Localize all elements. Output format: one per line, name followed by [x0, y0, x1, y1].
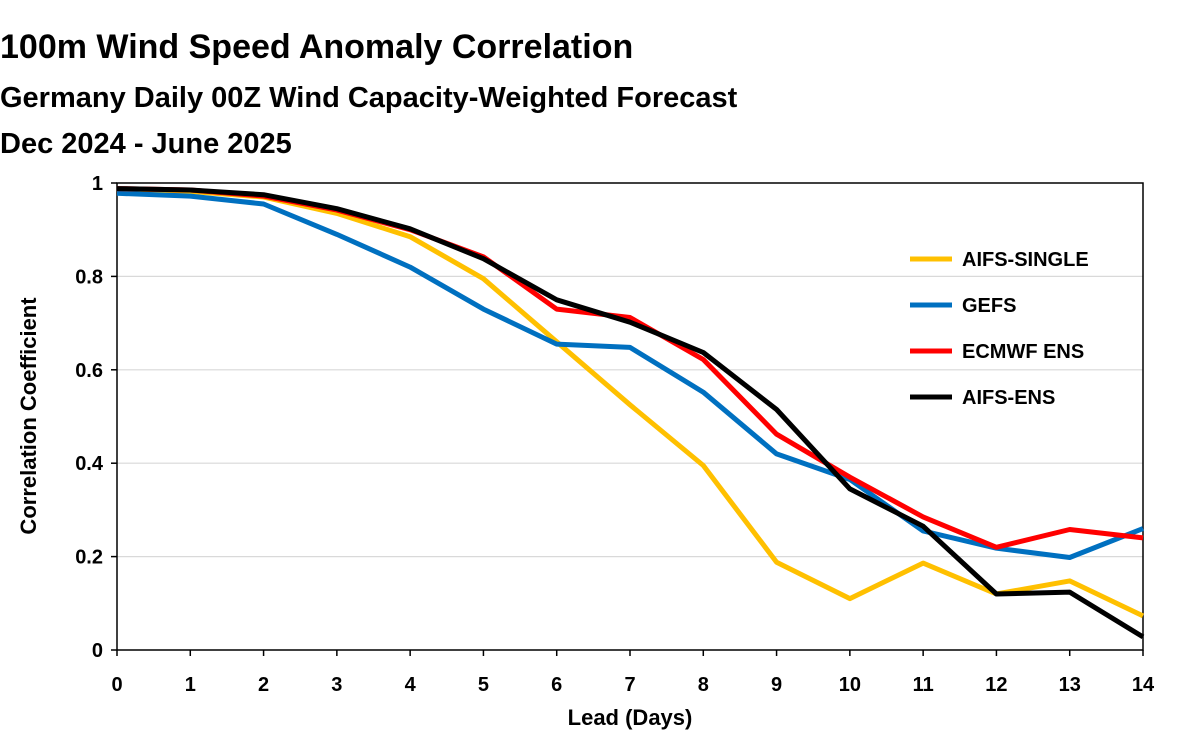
x-tick-label: 11 — [913, 674, 934, 696]
x-tick-label: 12 — [985, 674, 1007, 696]
x-tick-label: 0 — [111, 674, 122, 696]
y-tick-label: 0.8 — [75, 266, 103, 288]
x-tick-label: 13 — [1059, 674, 1081, 696]
series-line-aifs-ens — [116, 186, 1145, 640]
legend-label: GEFS — [962, 295, 1016, 317]
grid-lines — [117, 275, 1143, 558]
x-tick-label: 4 — [405, 674, 417, 696]
y-tick-label: 1 — [92, 173, 103, 195]
x-tick-label: 7 — [624, 674, 635, 696]
chart-subtitle-dates: Dec 2024 - June 2025 — [0, 128, 292, 160]
x-tick-label: 6 — [551, 674, 562, 696]
series-lines — [116, 186, 1145, 640]
chart-subtitle: Germany Daily 00Z Wind Capacity-Weighted… — [0, 82, 738, 114]
y-tick-label: 0.2 — [75, 547, 103, 569]
axis-ticks: 00.20.40.60.810 1 2 3 4 5 6 7 8 9 10 11 12 13 14 — [75, 173, 1155, 696]
y-tick-label: 0.6 — [75, 360, 103, 382]
x-tick-label: 9 — [771, 674, 782, 696]
x-tick-label: 5 — [478, 674, 489, 696]
x-tick-label: 2 — [258, 674, 269, 696]
legend-label: AIFS-ENS — [962, 387, 1055, 409]
x-tick-label: 14 — [1132, 674, 1155, 696]
x-axis-label: Lead (Days) — [568, 705, 693, 730]
legend-label: AIFS-SINGLE — [962, 249, 1089, 271]
x-tick-label: 3 — [331, 674, 342, 696]
y-tick-label: 0 — [92, 640, 103, 662]
y-tick-label: 0.4 — [75, 453, 104, 475]
series-line-ecmwf-ens — [116, 186, 1144, 550]
x-tick-label: 8 — [698, 674, 709, 696]
x-tick-label: 10 — [839, 674, 861, 696]
legend: AIFS-SINGLE GEFS ECMWF ENS AIFS-ENS — [910, 249, 1089, 409]
legend-label: ECMWF ENS — [962, 341, 1084, 363]
y-axis-label: Correlation Coefficient — [16, 297, 41, 535]
series-line-gefs — [116, 190, 1144, 560]
chart-title: 100m Wind Speed Anomaly Correlation — [0, 28, 634, 66]
x-tick-label: 1 — [185, 674, 196, 696]
